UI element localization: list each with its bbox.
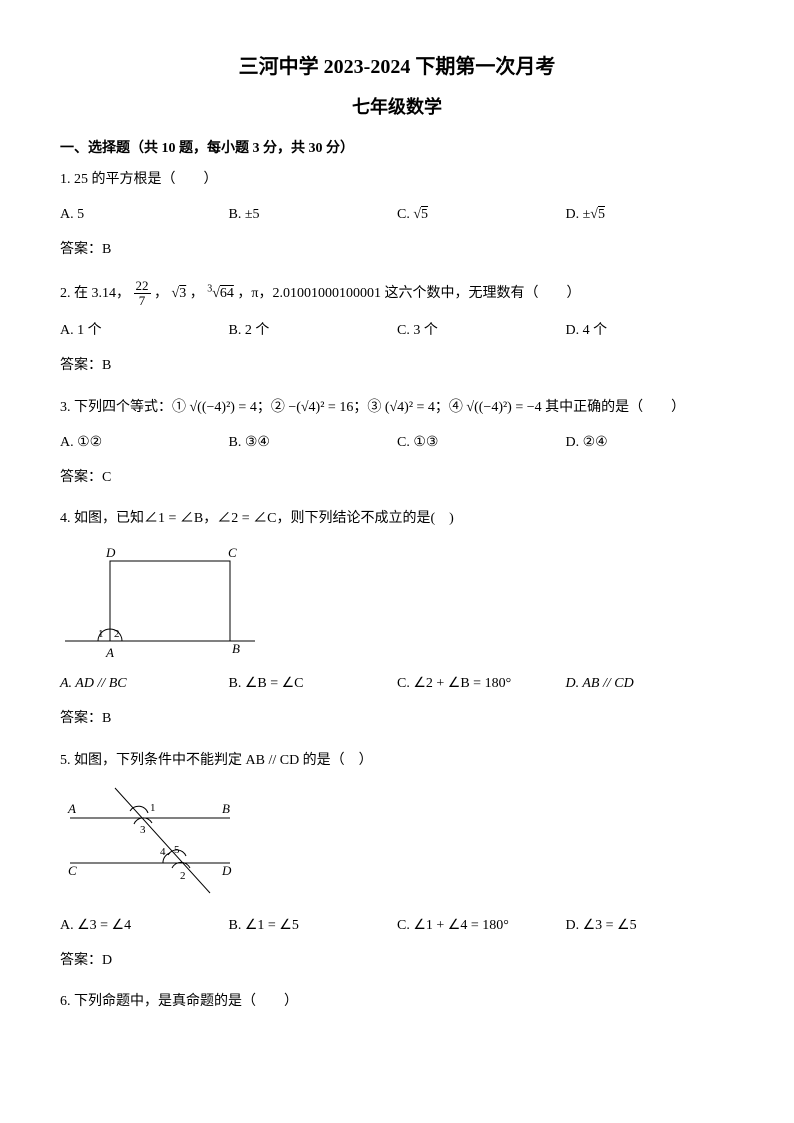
svg-text:B: B — [232, 641, 240, 656]
question-6: 6. 下列命题中，是真命题的是（ ） — [60, 989, 734, 1014]
question-3: 3. 下列四个等式：① √((−4)²) = 4；② −(√4)² = 16；③… — [60, 395, 734, 491]
option-b: B. ∠B = ∠C — [229, 671, 398, 696]
question-1-text: 1. 25 的平方根是（ ） — [60, 167, 734, 192]
question-3-options: A. ①② B. ③④ C. ①③ D. ②④ — [60, 430, 734, 455]
section-1-header: 一、选择题（共 10 题，每小题 3 分，共 30 分） — [60, 137, 734, 157]
option-d: D. AB // CD — [566, 671, 735, 696]
option-d: D. 4 个 — [566, 318, 735, 343]
option-d: D. ±√5 — [566, 202, 735, 227]
svg-text:2: 2 — [180, 870, 186, 882]
svg-text:4: 4 — [160, 846, 166, 858]
exam-title: 三河中学 2023-2024 下期第一次月考 — [60, 50, 734, 79]
svg-text:A: A — [105, 645, 114, 660]
svg-text:D: D — [105, 545, 116, 560]
fraction: 227 — [134, 279, 151, 309]
question-4-text: 4. 如图，已知∠1 = ∠B，∠2 = ∠C，则下列结论不成立的是( ) — [60, 506, 734, 531]
option-a: A. ∠3 = ∠4 — [60, 913, 229, 938]
option-b: B. ∠1 = ∠5 — [229, 913, 398, 938]
question-2-options: A. 1 个 B. 2 个 C. 3 个 D. 4 个 — [60, 318, 734, 343]
option-a: A. 1 个 — [60, 318, 229, 343]
question-5-text: 5. 如图，下列条件中不能判定 AB // CD 的是（ ） — [60, 748, 734, 773]
svg-text:A: A — [67, 801, 76, 816]
svg-text:1: 1 — [150, 802, 156, 814]
option-c: C. ∠1 + ∠4 = 180° — [397, 913, 566, 938]
question-1-options: A. 5 B. ±5 C. √5 D. ±√5 — [60, 202, 734, 227]
cbrt-icon: √ — [212, 286, 220, 301]
question-3-text: 3. 下列四个等式：① √((−4)²) = 4；② −(√4)² = 16；③… — [60, 395, 734, 420]
option-b: B. ±5 — [229, 202, 398, 227]
question-4-answer: 答案：B — [60, 706, 734, 731]
question-4-diagram: D C A B 1 2 — [60, 541, 260, 661]
question-6-text: 6. 下列命题中，是真命题的是（ ） — [60, 989, 734, 1014]
question-3-answer: 答案：C — [60, 465, 734, 490]
question-1: 1. 25 的平方根是（ ） A. 5 B. ±5 C. √5 D. ±√5 答… — [60, 167, 734, 263]
question-5-answer: 答案：D — [60, 948, 734, 973]
option-c: C. ∠2 + ∠B = 180° — [397, 671, 566, 696]
sqrt-icon: √ — [590, 207, 598, 222]
option-a: A. 5 — [60, 202, 229, 227]
question-5-options: A. ∠3 = ∠4 B. ∠1 = ∠5 C. ∠1 + ∠4 = 180° … — [60, 913, 734, 938]
svg-text:D: D — [221, 863, 232, 878]
option-a: A. AD // BC — [60, 671, 229, 696]
option-b: B. ③④ — [229, 430, 398, 455]
question-5: 5. 如图，下列条件中不能判定 AB // CD 的是（ ） A B C D 1… — [60, 748, 734, 974]
sqrt-icon: √ — [413, 207, 421, 222]
question-4: 4. 如图，已知∠1 = ∠B，∠2 = ∠C，则下列结论不成立的是( ) D … — [60, 506, 734, 732]
option-d: D. ②④ — [566, 430, 735, 455]
svg-text:B: B — [222, 801, 230, 816]
question-1-answer: 答案：B — [60, 237, 734, 262]
svg-text:1: 1 — [98, 628, 104, 640]
question-5-diagram: A B C D 1 3 4 5 2 — [60, 783, 260, 903]
svg-text:2: 2 — [114, 628, 120, 640]
option-d: D. ∠3 = ∠5 — [566, 913, 735, 938]
svg-text:3: 3 — [140, 824, 146, 836]
question-4-options: A. AD // BC B. ∠B = ∠C C. ∠2 + ∠B = 180°… — [60, 671, 734, 696]
option-c: C. ①③ — [397, 430, 566, 455]
option-c: C. √5 — [397, 202, 566, 227]
svg-text:5: 5 — [174, 844, 180, 856]
question-2-text: 2. 在 3.14， 227 ， √3 ， 3√64 ，π，2.01001000… — [60, 279, 734, 309]
svg-text:C: C — [68, 863, 77, 878]
option-a: A. ①② — [60, 430, 229, 455]
option-c: C. 3 个 — [397, 318, 566, 343]
exam-subtitle: 七年级数学 — [60, 93, 734, 119]
option-b: B. 2 个 — [229, 318, 398, 343]
question-2: 2. 在 3.14， 227 ， √3 ， 3√64 ，π，2.01001000… — [60, 279, 734, 379]
svg-text:C: C — [228, 545, 237, 560]
question-2-answer: 答案：B — [60, 353, 734, 378]
